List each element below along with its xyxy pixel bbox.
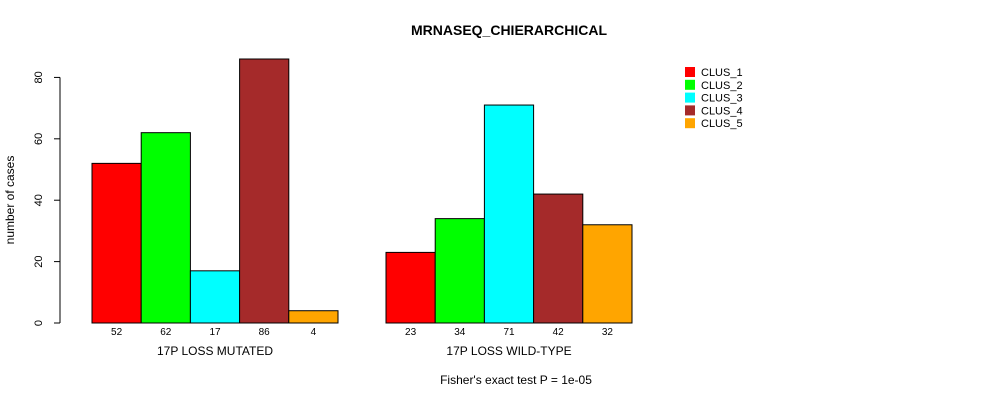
count-label: 32 bbox=[602, 327, 614, 338]
count-label: 4 bbox=[311, 327, 317, 338]
legend-swatch bbox=[685, 105, 695, 116]
y-axis-label: number of cases bbox=[3, 156, 17, 245]
y-tick-label: 80 bbox=[33, 71, 45, 83]
bar-clus-1 bbox=[91, 162, 142, 324]
bar-clus-2 bbox=[434, 218, 485, 324]
bar-clus-5 bbox=[288, 310, 339, 324]
count-label: 17 bbox=[209, 327, 221, 338]
count-label: 52 bbox=[111, 327, 123, 338]
count-label: 34 bbox=[454, 327, 466, 338]
bar-clus-3 bbox=[483, 104, 535, 324]
legend-swatch bbox=[685, 92, 695, 103]
bars bbox=[91, 58, 633, 324]
count-label: 62 bbox=[160, 327, 172, 338]
count-label: 42 bbox=[553, 327, 565, 338]
legend-label: CLUS_2 bbox=[701, 80, 743, 92]
y-tick-label: 0 bbox=[33, 320, 45, 326]
bar-clus-4 bbox=[239, 58, 290, 324]
legend-swatch bbox=[685, 79, 695, 90]
count-labels: 52 62 17 86 4 23 34 71 42 32 bbox=[111, 327, 613, 338]
y-axis: 0 20 40 60 80 bbox=[33, 71, 61, 326]
legend-label: CLUS_3 bbox=[701, 93, 743, 105]
bar-clus-3 bbox=[189, 270, 241, 324]
bar-clus-1 bbox=[385, 251, 436, 324]
legend-label: CLUS_4 bbox=[701, 105, 743, 117]
group-label: 17P LOSS WILD-TYPE bbox=[446, 344, 571, 358]
chart-title: MRNASEQ_CHIERARCHICAL bbox=[411, 22, 607, 38]
bar-clus-2 bbox=[140, 132, 191, 324]
legend-swatch bbox=[685, 118, 695, 129]
y-tick-label: 60 bbox=[33, 133, 45, 145]
count-label: 86 bbox=[259, 327, 271, 338]
bar-clus-4 bbox=[533, 193, 584, 324]
y-tick-label: 20 bbox=[33, 255, 45, 267]
count-label: 23 bbox=[405, 327, 417, 338]
legend-swatch bbox=[685, 67, 695, 77]
y-tick-label: 40 bbox=[33, 194, 45, 206]
group-labels: 17P LOSS MUTATED 17P LOSS WILD-TYPE bbox=[157, 344, 572, 358]
fisher-test-footnote: Fisher's exact test P = 1e-05 bbox=[440, 373, 592, 387]
bar-clus-5 bbox=[582, 224, 633, 324]
legend-label: CLUS_1 bbox=[701, 67, 743, 79]
legend-label: CLUS_5 bbox=[701, 118, 743, 130]
group-label: 17P LOSS MUTATED bbox=[157, 344, 273, 358]
count-label: 71 bbox=[503, 327, 515, 338]
